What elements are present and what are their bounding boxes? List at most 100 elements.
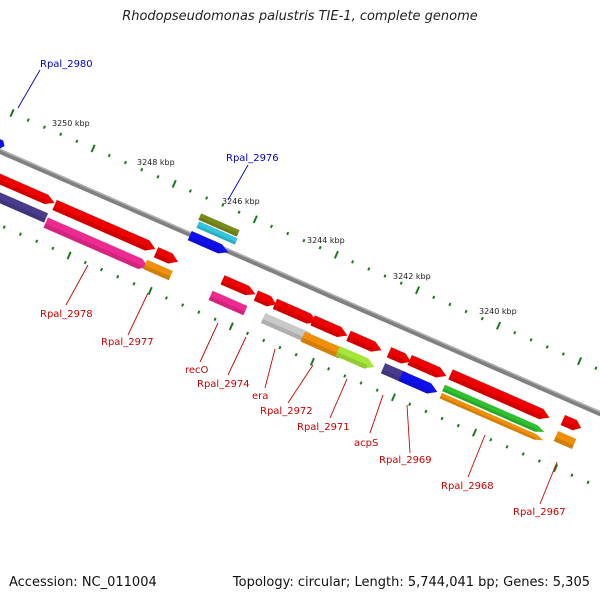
inner-tick — [505, 445, 509, 449]
gene-arrow — [310, 315, 348, 338]
gene-label: Rpal_2980 — [40, 59, 93, 70]
gene-arrow-shade — [560, 421, 576, 431]
gene-feature — [0, 166, 55, 205]
gene-arrow-shade — [253, 296, 270, 307]
gene-feature — [335, 345, 375, 370]
gene-arrow-shade — [52, 205, 149, 252]
inner-tick — [586, 480, 590, 485]
gene-arrow-shade — [153, 253, 172, 265]
tick-label: 3246 kbp — [222, 197, 260, 206]
outer-tick — [221, 203, 225, 207]
gene-feature — [386, 347, 411, 365]
gene-label: acpS — [354, 438, 378, 449]
outer-tick — [333, 250, 339, 259]
inner-tick — [471, 428, 478, 437]
gene-arrow — [386, 347, 411, 364]
callout-line — [127, 292, 149, 336]
outer-tick — [171, 179, 177, 188]
gene-arrow-shade — [448, 375, 543, 420]
inner-tick — [197, 310, 201, 314]
callout-line — [287, 364, 314, 404]
backbone-line — [0, 148, 600, 417]
gene-arrow-shade — [198, 217, 238, 237]
gene-arrow-shade — [0, 171, 48, 205]
gene-arrow — [52, 199, 156, 251]
callout-lines — [17, 69, 558, 505]
gene-feature — [196, 221, 238, 245]
gene-arrow — [553, 430, 577, 450]
inner-tick — [570, 473, 574, 477]
gene-arrow — [253, 290, 277, 307]
callout-line — [17, 69, 41, 109]
gene-arrow-shade — [407, 360, 440, 379]
inner-tick — [51, 246, 55, 251]
callout-line — [65, 264, 89, 306]
outer-tick — [252, 215, 258, 224]
outer-tick — [75, 139, 79, 144]
inner-tick — [116, 274, 120, 279]
gene-feature — [208, 290, 248, 316]
gene-arrow — [442, 384, 545, 433]
gene-feature — [346, 330, 382, 353]
outer-tick — [59, 132, 63, 137]
gene-arrow — [198, 213, 240, 237]
inner-tick — [327, 367, 331, 371]
gene-feature — [398, 370, 438, 395]
gene-arrow — [560, 414, 582, 431]
gene-feature — [260, 312, 312, 344]
gene-arrow-shade — [553, 437, 574, 450]
gene-arrow — [335, 345, 375, 369]
gene-feature — [448, 369, 550, 420]
gene-arrow — [43, 217, 149, 269]
inner-tick — [390, 393, 397, 402]
inner-tick — [456, 423, 460, 428]
gene-arrow-shade — [0, 190, 46, 223]
outer-tick — [188, 189, 192, 193]
gene-arrow — [220, 275, 256, 296]
gene-arrow-shade — [300, 337, 341, 359]
inner-tick — [228, 322, 234, 331]
outer-tick — [513, 330, 517, 335]
inner-tick — [245, 331, 250, 336]
outer-tick — [464, 309, 468, 314]
tick-label: 3242 kbp — [393, 272, 431, 281]
inner-tick — [440, 416, 444, 421]
inner-tick — [132, 282, 136, 286]
outer-tick — [383, 274, 387, 278]
gene-label: Rpal_2971 — [297, 422, 350, 433]
inner-tick — [66, 251, 72, 260]
gene-arrow — [398, 370, 438, 394]
gene-arrow-shade — [398, 376, 431, 395]
gene-arrow — [0, 137, 5, 149]
tick-label: 3250 kbp — [52, 119, 90, 128]
callout-line — [329, 378, 348, 419]
outer-tick — [561, 352, 565, 356]
gene-arrow-shade — [187, 236, 222, 255]
callout-line — [227, 164, 249, 201]
gene-arrow — [196, 221, 238, 245]
gene-feature — [52, 199, 156, 252]
gene-arrow — [300, 331, 344, 359]
gene-feature — [143, 259, 173, 281]
tick-labels: 3250 kbp 3248 kbp 3246 kbp 3244 kbp 3242… — [52, 119, 517, 316]
outer-tick — [594, 366, 598, 370]
callout-line — [539, 461, 558, 505]
inner-tick — [181, 303, 185, 307]
inner-tick — [164, 296, 168, 300]
inner-tick — [18, 232, 22, 236]
outer-tick — [448, 302, 452, 307]
inner-tick — [262, 338, 266, 343]
callout-line — [199, 322, 219, 363]
outer-tick — [286, 231, 290, 236]
gene-arrow — [272, 298, 318, 324]
gene-label: recO — [185, 365, 209, 376]
gene-arrow — [260, 312, 312, 344]
gene-arrow-shade — [386, 353, 405, 365]
tick-label: 3244 kbp — [307, 236, 345, 245]
outer-tick — [351, 260, 355, 264]
gene-feature — [187, 231, 229, 255]
inner-tick — [489, 437, 493, 442]
outer-tick — [42, 125, 46, 129]
outer-tick — [399, 281, 403, 285]
